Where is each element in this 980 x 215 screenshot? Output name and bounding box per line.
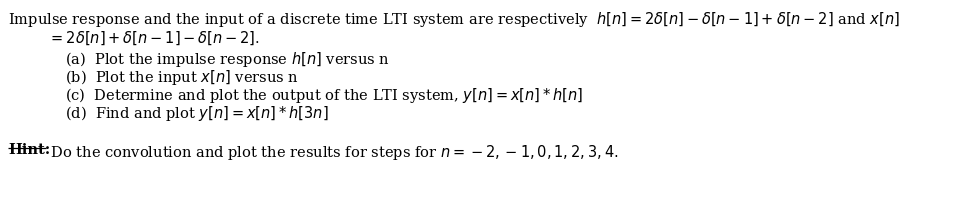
- Text: Do the convolution and plot the results for steps for $n = -2, -1, 0, 1, 2, 3, 4: Do the convolution and plot the results …: [46, 143, 618, 162]
- Text: (c)  Determine and plot the output of the LTI system, $y[n] = x[n] * h[n]$: (c) Determine and plot the output of the…: [65, 86, 583, 105]
- Text: (d)  Find and plot $y[n] = x[n] * h[3n]$: (d) Find and plot $y[n] = x[n] * h[3n]$: [65, 104, 328, 123]
- Text: (a)  Plot the impulse response $h[n]$ versus n: (a) Plot the impulse response $h[n]$ ver…: [65, 50, 390, 69]
- Text: (b)  Plot the input $x[n]$ versus n: (b) Plot the input $x[n]$ versus n: [65, 68, 299, 87]
- Text: Hint:: Hint:: [8, 143, 50, 157]
- Text: Impulse response and the input of a discrete time LTI system are respectively  $: Impulse response and the input of a disc…: [8, 10, 900, 29]
- Text: $= 2\delta[n] + \delta[n-1] - \delta[n-2]$.: $= 2\delta[n] + \delta[n-1] - \delta[n-2…: [48, 30, 260, 47]
